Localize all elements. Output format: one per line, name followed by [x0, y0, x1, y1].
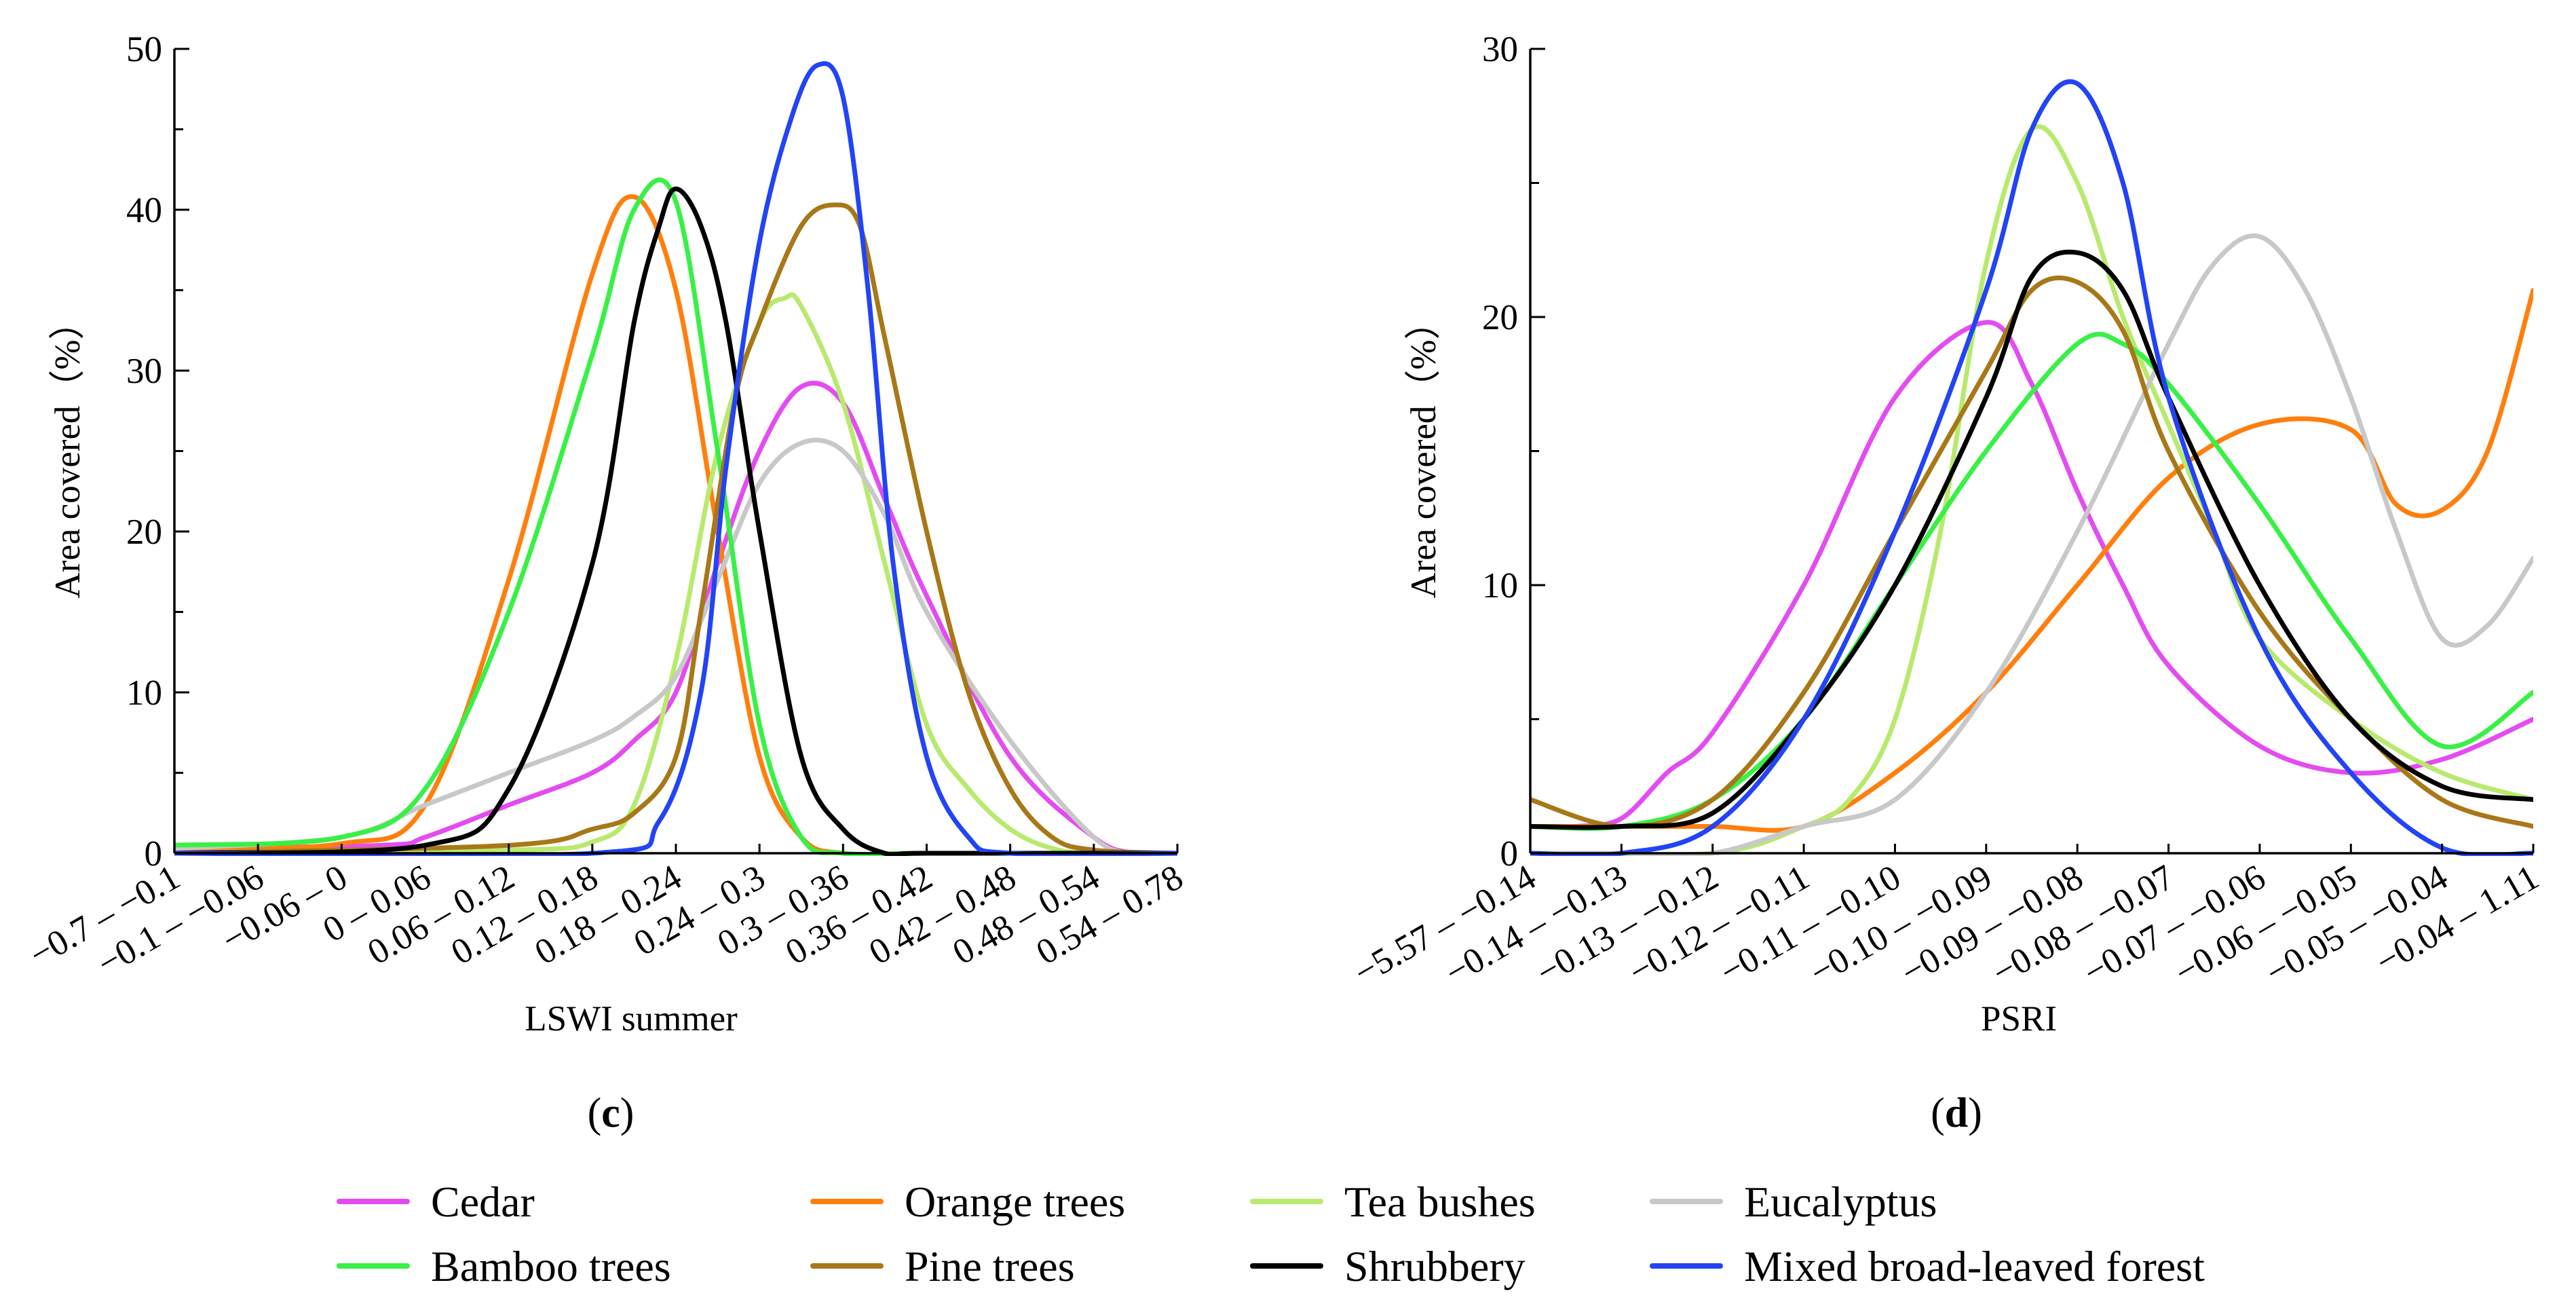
x-axis-label: PSRI	[1981, 999, 2057, 1039]
series-line-mixed-broad-leaved-forest	[174, 61, 1177, 856]
legend-label: Cedar	[431, 1178, 535, 1226]
legend-item-shrubbery: Shrubbery	[1250, 1242, 1526, 1290]
series-line-pine-trees	[1530, 275, 2533, 829]
legend: Cedar Orange trees Tea bushes Eucalyptus Bam…	[337, 1178, 2205, 1290]
y-tick-label: 0	[1500, 834, 1519, 874]
y-tick-label: 30	[1482, 30, 1518, 69]
y-axis-label: Area covered（%）	[48, 303, 88, 598]
y-tick-label: 40	[126, 191, 162, 230]
legend-label: Tea bushes	[1344, 1178, 1536, 1226]
series-line-cedar	[1530, 320, 2533, 829]
panel-label: (d)	[1931, 1090, 1982, 1136]
series-line-orange-trees	[1530, 288, 2533, 833]
y-tick-label: 0	[145, 834, 163, 874]
panel-label: (c)	[588, 1090, 634, 1136]
series-line-eucalyptus	[1530, 233, 2533, 856]
legend-item-cedar: Cedar	[337, 1178, 535, 1226]
y-tick-label: 10	[1482, 566, 1518, 605]
series-group	[174, 61, 1177, 856]
legend-label: Orange trees	[905, 1178, 1125, 1226]
legend-label: Eucalyptus	[1744, 1178, 1937, 1226]
legend-item-orange-trees: Orange trees	[810, 1178, 1125, 1226]
y-tick-label: 50	[126, 30, 162, 69]
legend-label: Shrubbery	[1344, 1242, 1526, 1290]
series-line-shrubbery	[1530, 249, 2533, 830]
legend-item-tea-bushes: Tea bushes	[1250, 1178, 1536, 1226]
y-tick-label: 10	[126, 673, 162, 713]
x-axis-label: LSWI summer	[525, 999, 738, 1039]
series-line-shrubbery	[174, 186, 1177, 856]
y-tick-label: 20	[126, 512, 162, 552]
series-line-pine-trees	[174, 202, 1177, 856]
series-group	[1530, 79, 2533, 856]
legend-label: Bamboo trees	[431, 1242, 671, 1290]
legend-item-eucalyptus: Eucalyptus	[1650, 1178, 1937, 1226]
series-line-mixed-broad-leaved-forest	[1530, 79, 2533, 856]
legend-label: Pine trees	[905, 1242, 1075, 1290]
series-line-eucalyptus	[174, 437, 1177, 856]
series-line-tea-bushes	[1530, 124, 2533, 856]
y-axis-label: Area covered（%）	[1404, 303, 1443, 598]
legend-item-pine-trees: Pine trees	[810, 1242, 1075, 1290]
legend-item-mixed-broad-leaved-forest: Mixed broad-leaved forest	[1650, 1242, 2205, 1290]
series-line-tea-bushes	[174, 292, 1177, 856]
y-tick-label: 20	[1482, 298, 1518, 337]
legend-item-bamboo-trees: Bamboo trees	[337, 1242, 671, 1290]
y-tick-label: 30	[126, 352, 162, 391]
legend-label: Mixed broad-leaved forest	[1744, 1242, 2205, 1290]
